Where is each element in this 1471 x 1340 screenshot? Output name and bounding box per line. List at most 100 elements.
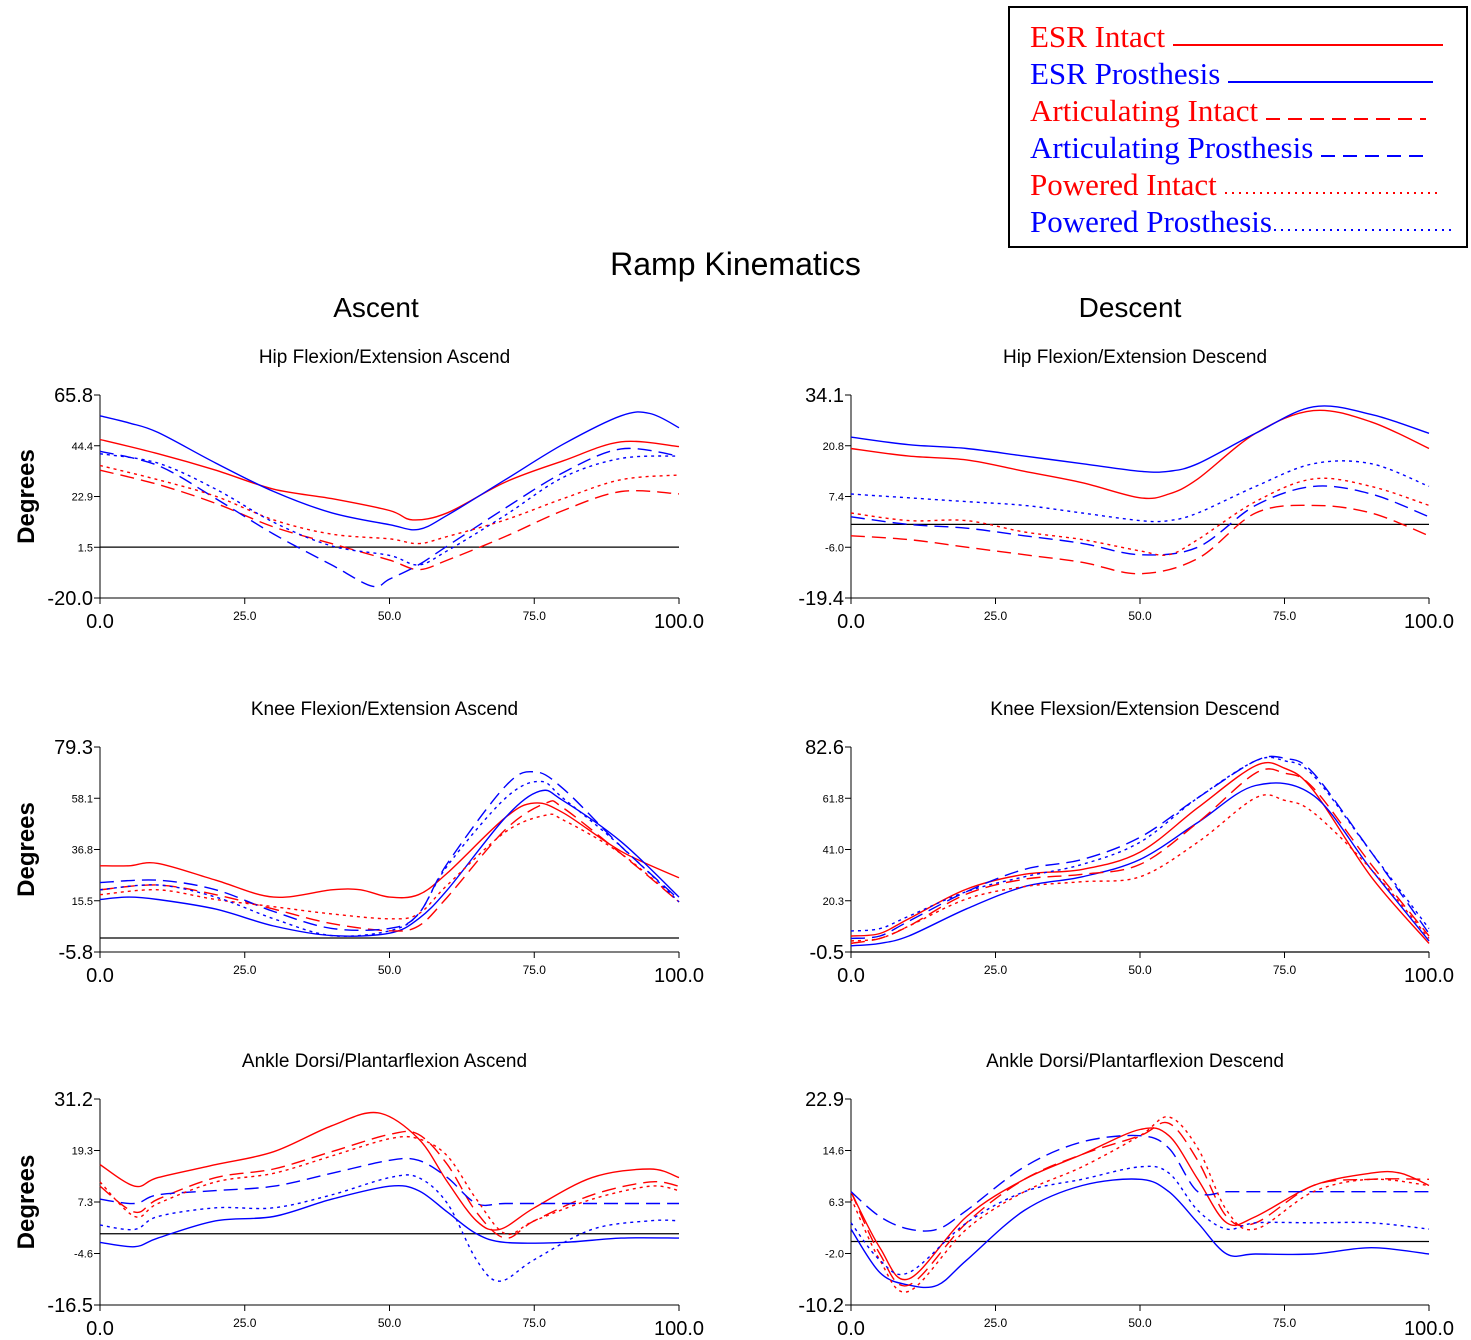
y-tick-label: -20.0 — [47, 588, 93, 610]
y-tick-label: 1.5 — [78, 542, 93, 554]
y-tick-label: 41.0 — [823, 845, 844, 857]
series-line — [99, 770, 680, 932]
series-line — [99, 1111, 680, 1231]
x-tick-label: 75.0 — [1273, 1316, 1297, 1330]
series-line — [850, 1121, 1430, 1287]
column-heading-ascent: Ascent — [333, 292, 419, 323]
y-tick-label: 44.4 — [72, 441, 93, 453]
y-tick-label: -4.6 — [74, 1249, 93, 1261]
series-line — [99, 800, 680, 932]
x-tick-label: 100.0 — [1404, 611, 1454, 633]
x-tick-label: 0.0 — [837, 965, 865, 987]
series-line — [850, 1178, 1430, 1289]
solid-line-swatch — [1228, 81, 1434, 83]
y-tick-label: 6.3 — [829, 1197, 844, 1209]
series-line — [99, 1157, 679, 1207]
dotted-line-swatch — [1273, 229, 1454, 231]
x-tick-label: 0.0 — [86, 965, 114, 987]
x-tick-label: 50.0 — [1128, 1316, 1152, 1330]
chart-panel: Hip Flexion/Extension Ascend Degrees 65.8 4… — [13, 347, 704, 633]
series-line — [99, 411, 680, 531]
chart-panel: Ankle Dorsi/Plantarflexion Descend 22.9 14… — [798, 1051, 1454, 1340]
x-tick-label: 100.0 — [654, 611, 704, 633]
x-tick-label: 25.0 — [984, 1316, 1008, 1330]
x-tick-label: 100.0 — [654, 965, 704, 987]
y-tick-label: 58.1 — [72, 793, 93, 805]
chart-panel: Ankle Dorsi/Plantarflexion Ascend Degrees… — [13, 1051, 704, 1340]
series-line — [99, 780, 680, 937]
series-line — [850, 794, 1430, 942]
series-line — [99, 1184, 680, 1248]
series-line — [99, 464, 680, 545]
series-line — [850, 460, 1430, 523]
x-tick-label: 75.0 — [523, 609, 547, 623]
series-line — [850, 768, 1430, 945]
x-tick-label: 50.0 — [1128, 963, 1152, 977]
series-line — [99, 447, 680, 588]
series-line — [99, 789, 680, 937]
x-tick-label: 0.0 — [86, 611, 114, 633]
x-tick-label: 25.0 — [233, 963, 257, 977]
y-tick-label: -6.0 — [825, 542, 844, 554]
y-tick-label: -10.2 — [798, 1295, 844, 1317]
chart-title: Hip Flexion/Extension Ascend — [259, 347, 510, 368]
chart-panel: Knee Flexion/Extension Ascend Degrees 79.3… — [13, 699, 704, 987]
legend-item-powered-intact: Powered Intact — [1030, 166, 1466, 203]
y-axis-label: Degrees — [13, 1155, 40, 1250]
y-tick-label: 22.9 — [72, 492, 93, 504]
legend-item-esr-prosthesis: ESR Prosthesis — [1030, 55, 1466, 92]
column-heading-descent: Descent — [1078, 292, 1182, 323]
y-axis-label: Degrees — [13, 802, 40, 897]
y-tick-label: 61.8 — [823, 793, 844, 805]
y-tick-label: 14.6 — [823, 1146, 844, 1158]
x-tick-label: 50.0 — [378, 963, 402, 977]
series-line — [99, 453, 680, 566]
legend-item-label: Articulating Prosthesis — [1030, 130, 1314, 165]
solid-line-swatch — [1173, 44, 1444, 46]
series-line — [99, 1130, 680, 1239]
series-line — [99, 813, 680, 920]
series-line — [850, 1127, 1430, 1281]
series-line — [850, 485, 1430, 556]
y-tick-label: 20.8 — [823, 441, 844, 453]
x-tick-label: 75.0 — [1273, 963, 1297, 977]
x-tick-label: 50.0 — [1128, 609, 1152, 623]
x-tick-label: 100.0 — [1404, 965, 1454, 987]
series-line — [99, 1174, 680, 1282]
y-tick-label: 31.2 — [54, 1089, 93, 1111]
y-tick-label: -2.0 — [825, 1249, 844, 1261]
x-tick-label: 25.0 — [984, 963, 1008, 977]
x-tick-label: 25.0 — [233, 609, 257, 623]
legend: ESR Intact ESR Prosthesis Articulating I… — [1008, 6, 1468, 248]
series-line — [99, 802, 680, 899]
x-tick-label: 0.0 — [837, 611, 865, 633]
y-tick-label: 19.3 — [72, 1146, 93, 1158]
legend-item-powered-prosthesis: Powered Prosthesis — [1030, 203, 1466, 240]
x-tick-label: 50.0 — [378, 609, 402, 623]
x-tick-label: 75.0 — [1273, 609, 1297, 623]
x-tick-label: 75.0 — [523, 963, 547, 977]
series-line — [850, 405, 1430, 473]
legend-item-label: Powered Intact — [1030, 167, 1217, 202]
chart-title: Knee Flexsion/Extension Descend — [990, 699, 1279, 720]
x-tick-label: 0.0 — [837, 1318, 865, 1340]
y-tick-label: 34.1 — [805, 385, 844, 407]
legend-item-label: Articulating Intact — [1030, 93, 1259, 128]
y-tick-label: 82.6 — [805, 737, 844, 759]
y-tick-label: 22.9 — [805, 1089, 844, 1111]
x-tick-label: 0.0 — [86, 1318, 114, 1340]
y-tick-label: -19.4 — [798, 588, 844, 610]
series-line — [850, 409, 1430, 500]
series-line — [850, 761, 1430, 944]
y-tick-label: 20.3 — [823, 896, 844, 908]
x-tick-label: 75.0 — [523, 1316, 547, 1330]
figure-title: Ramp Kinematics — [610, 246, 861, 282]
legend-item-articulating-prosthesis: Articulating Prosthesis — [1030, 129, 1466, 166]
y-tick-label: 7.4 — [829, 492, 844, 504]
x-tick-label: 100.0 — [1404, 1318, 1454, 1340]
legend-item-esr-intact: ESR Intact — [1030, 18, 1466, 55]
series-line — [99, 438, 680, 521]
chart-panel: Knee Flexsion/Extension Descend 82.6 61.8 4… — [805, 699, 1454, 987]
x-tick-label: 25.0 — [233, 1316, 257, 1330]
series-line — [850, 1134, 1429, 1232]
